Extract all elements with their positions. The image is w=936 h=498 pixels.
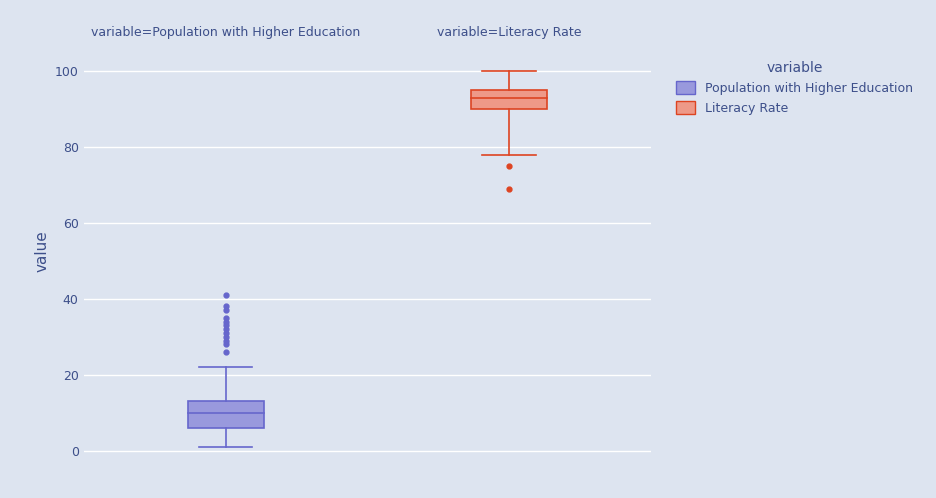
Bar [188, 401, 264, 428]
Y-axis label: value: value [35, 231, 50, 272]
Bar [471, 90, 547, 109]
Title: variable=Literacy Rate: variable=Literacy Rate [437, 26, 581, 39]
Legend: Population with Higher Education, Literacy Rate: Population with Higher Education, Litera… [666, 51, 923, 125]
Title: variable=Population with Higher Education: variable=Population with Higher Educatio… [91, 26, 360, 39]
